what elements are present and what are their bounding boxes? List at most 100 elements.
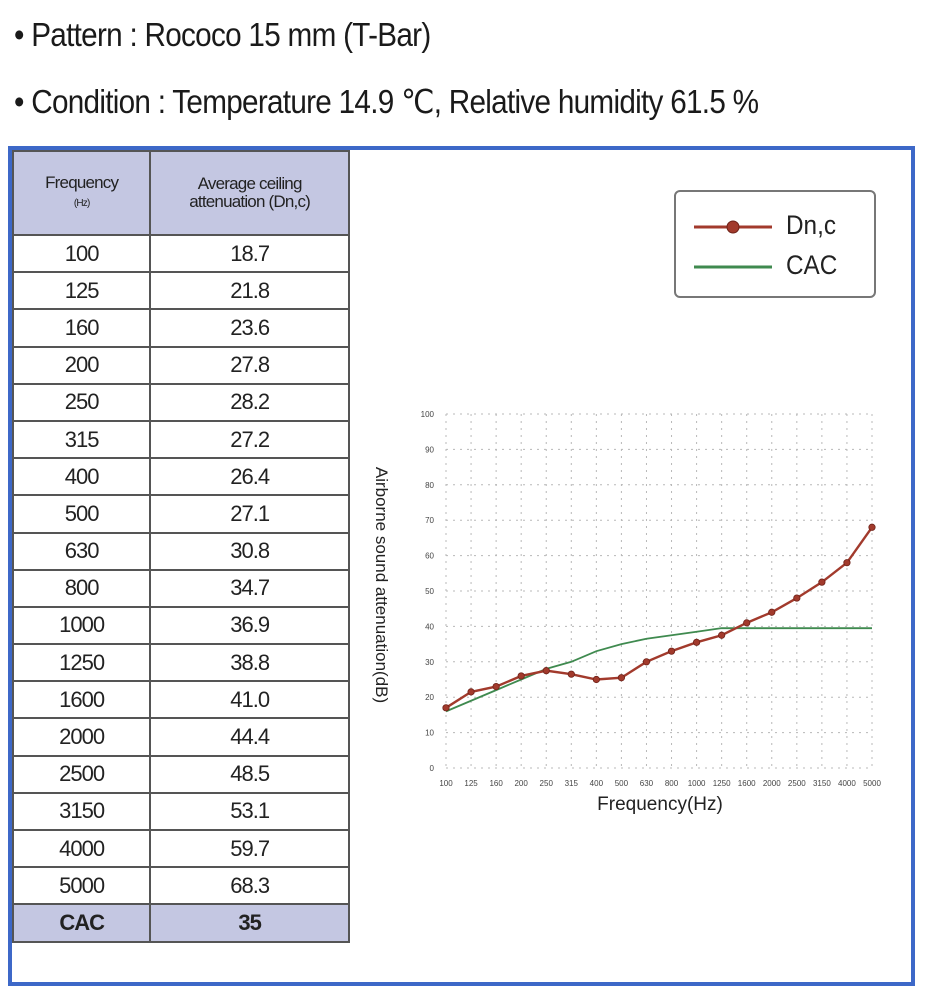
frequency-cell: 630 [11, 531, 152, 571]
result-panel: Frequency (Hz) Average ceiling attenuati… [8, 146, 915, 986]
condition-caption: • Condition : Temperature 14.9 ℃, Relati… [14, 83, 759, 120]
attenuation-header-line2: attenuation (Dn,c) [189, 192, 311, 211]
cac-row: CAC 35 [11, 903, 350, 943]
dnc-data-point [592, 675, 600, 684]
attenuation-cell: 68.3 [149, 866, 350, 906]
attenuation-table: Frequency (Hz) Average ceiling attenuati… [11, 150, 350, 943]
x-tick-label: 3150 [813, 779, 831, 788]
y-tick-label: 10 [425, 729, 434, 738]
dnc-data-point [743, 619, 751, 627]
attenuation-header-line1: Average ceiling [197, 174, 303, 193]
attenuation-cell: 59.7 [149, 828, 350, 869]
dnc-data-point [768, 608, 776, 616]
frequency-cell: 2500 [11, 754, 152, 794]
dnc-data-point [868, 523, 876, 531]
x-axis-title: Frequency(Hz) [597, 794, 723, 815]
x-tick-label: 160 [489, 779, 503, 788]
x-tick-label: 1250 [713, 779, 731, 788]
x-tick-label: 800 [665, 779, 679, 788]
attenuation-cell: 21.8 [149, 271, 350, 311]
frequency-header-label: Frequency [45, 172, 119, 192]
table-row: 315 27.2 [11, 419, 350, 460]
y-tick-label: 70 [425, 516, 434, 525]
table-row: 4000 59.7 [11, 828, 350, 869]
dnc-data-point [692, 638, 701, 646]
table-row: 2000 44.4 [11, 717, 350, 757]
frequency-header-unit: (Hz) [73, 197, 90, 209]
cac-value-cell: 35 [149, 903, 350, 943]
attenuation-cell: 48.5 [149, 754, 350, 794]
frequency-cell: 400 [11, 457, 152, 497]
attenuation-column-header: Average ceiling attenuation (Dn,c) [149, 150, 350, 236]
dnc-data-point [843, 559, 851, 567]
attenuation-cell: 27.8 [149, 345, 350, 385]
dnc-series-line [445, 526, 873, 709]
frequency-cell: 100 [11, 233, 152, 274]
frequency-cell: 200 [11, 345, 152, 385]
frequency-cell: 160 [11, 308, 152, 348]
x-tick-label: 315 [565, 779, 579, 788]
attenuation-cell: 28.2 [149, 382, 350, 422]
cac-label-cell: CAC [11, 903, 152, 943]
legend-dnc-swatch [694, 220, 772, 234]
attenuation-cell: 23.6 [149, 308, 350, 348]
table-row: 5000 68.3 [11, 866, 350, 906]
y-tick-label: 60 [425, 552, 434, 561]
y-tick-label: 90 [425, 445, 434, 454]
table-row: 1000 36.9 [11, 605, 350, 646]
frequency-cell: 5000 [11, 866, 152, 906]
attenuation-cell: 30.8 [149, 531, 350, 571]
attenuation-cell: 44.4 [149, 717, 350, 757]
table-row: 1600 41.0 [11, 680, 350, 720]
table-row: 160 23.6 [11, 308, 350, 348]
x-tick-label: 1000 [688, 779, 706, 788]
x-tick-label: 2000 [763, 779, 781, 788]
chart-grid [445, 413, 873, 769]
attenuation-cell: 36.9 [149, 605, 350, 646]
frequency-column-header: Frequency (Hz) [11, 150, 152, 236]
table-row: 200 27.8 [11, 345, 350, 385]
table-row: 800 34.7 [11, 568, 350, 608]
y-tick-label: 30 [425, 658, 434, 667]
x-axis-ticks: 100 125 160 200 250 315 400 500 630 800 1000 1250 16… [439, 779, 881, 788]
x-tick-label: 100 [439, 779, 453, 788]
dnc-data-point [793, 594, 801, 602]
legend-item-cac: CAC [694, 250, 837, 282]
frequency-cell: 4000 [11, 828, 152, 869]
frequency-cell: 800 [11, 568, 152, 608]
attenuation-cell: 53.1 [149, 791, 350, 832]
dnc-data-point [492, 682, 500, 691]
frequency-cell: 1250 [11, 643, 152, 683]
y-axis-ticks: 0 10 20 30 40 50 60 70 80 90 100 [421, 410, 435, 773]
frequency-cell: 3150 [11, 791, 152, 832]
table-row: 250 28.2 [11, 382, 350, 422]
legend-dnc-label: Dn,c [786, 210, 836, 240]
y-tick-label: 80 [425, 481, 434, 490]
attenuation-cell: 41.0 [149, 680, 350, 720]
attenuation-line-chart: 0 10 20 30 40 50 60 70 80 90 100 100 125 160 200 250 31… [372, 410, 881, 815]
y-tick-label: 100 [421, 410, 435, 419]
frequency-cell: 250 [11, 382, 152, 422]
frequency-cell: 125 [11, 271, 152, 311]
x-tick-label: 2500 [788, 779, 806, 788]
y-tick-label: 50 [425, 587, 434, 596]
table-row: 1250 38.8 [11, 643, 350, 683]
legend-cac-swatch [694, 265, 772, 269]
attenuation-cell: 18.7 [149, 233, 350, 274]
dnc-data-point [642, 658, 651, 666]
frequency-cell: 2000 [11, 717, 152, 757]
x-tick-label: 4000 [838, 779, 856, 788]
x-tick-label: 250 [540, 779, 554, 788]
dnc-data-point [442, 704, 450, 712]
table-row: 2500 48.5 [11, 754, 350, 794]
dnc-data-point [818, 578, 826, 586]
legend-item-dnc: Dn,c [694, 210, 836, 242]
y-axis-title: Airborne sound attenuation(dB) [372, 467, 391, 703]
legend-cac-label: CAC [786, 250, 838, 280]
attenuation-cell: 27.2 [149, 419, 350, 460]
x-tick-label: 200 [514, 779, 528, 788]
pattern-caption: • Pattern : Rococo 15 mm (T-Bar) [14, 16, 431, 53]
dnc-data-point [667, 647, 676, 655]
frequency-cell: 315 [11, 419, 152, 460]
table-row: 3150 53.1 [11, 791, 350, 832]
